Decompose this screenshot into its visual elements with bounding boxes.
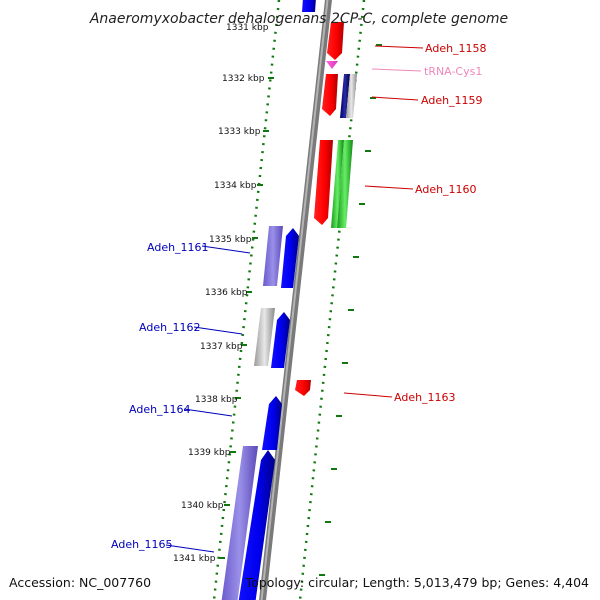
ruler-label: 1337 kbp bbox=[200, 342, 243, 352]
ruler-label: 1331 kbp bbox=[226, 23, 269, 33]
genome-summary-text: Topology: circular; Length: 5,013,479 bp… bbox=[245, 575, 589, 590]
gene-arrow-adeh-1162[interactable] bbox=[271, 312, 290, 368]
leader-lines bbox=[165, 45, 424, 553]
gene-arrow-adeh-1160-part[interactable] bbox=[337, 140, 353, 228]
gene-arrow-adeh-1158[interactable] bbox=[327, 22, 344, 60]
gene-arrow-adeh-1162-part[interactable] bbox=[254, 308, 275, 366]
gene-label[interactable]: Adeh_1160 bbox=[415, 183, 477, 196]
gene-arrow-adeh-1160-part[interactable] bbox=[331, 140, 344, 228]
gene-label[interactable]: Adeh_1162 bbox=[139, 321, 201, 334]
ruler-label: 1334 kbp bbox=[214, 181, 257, 191]
ruler-label: 1339 kbp bbox=[188, 448, 231, 458]
gene-arrow-trna-cys1[interactable] bbox=[326, 61, 338, 69]
gene-arrow-adeh-1159[interactable] bbox=[322, 74, 338, 116]
page-title: Anaeromyxobacter dehalogenans 2CP-C, com… bbox=[89, 11, 508, 27]
gene-label[interactable]: Adeh_1164 bbox=[129, 403, 191, 416]
gene-arrow[interactable] bbox=[302, 0, 316, 12]
ruler-label: 1336 kbp bbox=[205, 288, 248, 298]
gene-arrow-adeh-1159-part[interactable] bbox=[346, 74, 357, 118]
ruler-label: 1340 kbp bbox=[181, 501, 224, 511]
gene-label[interactable]: tRNA-Cys1 bbox=[424, 65, 482, 78]
gene-arrow-adeh-1165[interactable] bbox=[238, 450, 275, 600]
gene-arrow-adeh-1159-part[interactable] bbox=[340, 74, 350, 118]
ruler-label: 1338 kbp bbox=[195, 395, 238, 405]
gene-arrow-adeh-1161-part[interactable] bbox=[263, 226, 283, 286]
genome-backbone-highlight bbox=[260, 0, 329, 600]
ruler: 1331 kbp 1332 kbp 1333 kbp 1334 kbp 1335… bbox=[173, 23, 269, 564]
gene-label[interactable]: Adeh_1158 bbox=[425, 42, 487, 55]
gene-arrow-adeh-1160[interactable] bbox=[314, 140, 333, 225]
gene-label[interactable]: Adeh_1165 bbox=[111, 538, 173, 551]
ruler-label: 1332 kbp bbox=[222, 74, 265, 84]
gene-label[interactable]: Adeh_1159 bbox=[421, 94, 483, 107]
gene-arrow-adeh-1164[interactable] bbox=[262, 396, 282, 450]
gene-labels: Adeh_1158 tRNA-Cys1 Adeh_1159 Adeh_1160 … bbox=[111, 42, 487, 551]
gene-arrow-adeh-1163[interactable] bbox=[295, 380, 311, 396]
ruler-label: 1341 kbp bbox=[173, 554, 216, 564]
gene-arrow-adeh-1165-part[interactable] bbox=[221, 446, 258, 600]
gene-label[interactable]: Adeh_1163 bbox=[394, 391, 456, 404]
ruler-label: 1333 kbp bbox=[218, 127, 261, 137]
right-tick-marks bbox=[319, 44, 382, 576]
left-tick-marks bbox=[219, 77, 274, 559]
ruler-label: 1335 kbp bbox=[209, 235, 252, 245]
gene-label[interactable]: Adeh_1161 bbox=[147, 241, 209, 254]
accession-text: Accession: NC_007760 bbox=[9, 575, 151, 590]
gene-arrow-adeh-1161[interactable] bbox=[281, 228, 299, 288]
